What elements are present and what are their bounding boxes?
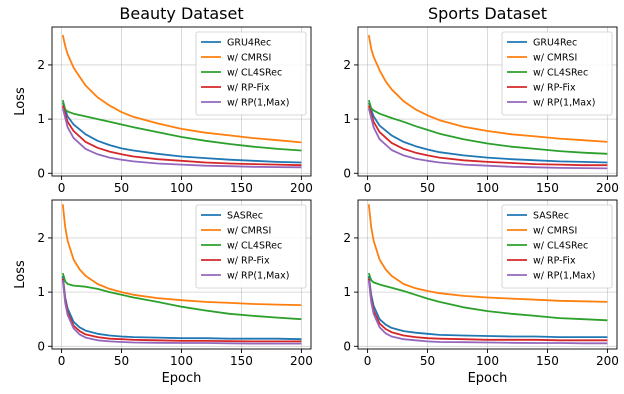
series-line-2: [367, 204, 608, 303]
x-tick-label: 100: [476, 181, 499, 195]
legend-label: SASRec: [227, 211, 263, 222]
legend-label: w/ RP-Fix: [533, 256, 576, 267]
panel-1: 0 50 100 150 200 0 1 2 Beauty Dataset Loss GRU4Rec…: [13, 4, 313, 195]
series-line-1: [367, 102, 608, 164]
y-tick-label: 1: [37, 112, 45, 126]
x-tick-label: 200: [596, 354, 619, 368]
y-tick-label: 0: [343, 166, 351, 180]
series-line-2: [61, 34, 302, 144]
y-tick-label: 1: [37, 285, 45, 299]
legend-label: w/ CMRSI: [533, 226, 577, 237]
legend-label: w/ CMRSI: [533, 53, 577, 64]
legend: SASRec w/ CMRSI w/ CL4SRec w/ RP-Fix w/ RP(1…: [501, 204, 613, 289]
y-tick-label: 2: [37, 58, 45, 72]
y-tick-label: 2: [343, 58, 351, 72]
legend: SASRec w/ CMRSI w/ CL4SRec w/ RP-Fix w/ RP(1…: [195, 204, 307, 289]
series-line-4: [367, 278, 608, 342]
series-line-5: [61, 280, 302, 345]
x-tick-label: 150: [230, 181, 253, 195]
legend-label: GRU4Rec: [227, 38, 271, 49]
y-tick-label: 0: [37, 166, 45, 180]
legend-box: [195, 204, 307, 289]
x-tick-label: 100: [476, 354, 499, 368]
y-tick-label: 0: [37, 339, 45, 353]
series-line-2: [367, 34, 608, 143]
panel-3: 0 50 100 150 200 0 1 2 Loss Epoch SASRec w/ CMRSI w/…: [13, 199, 313, 386]
x-tick-label: 150: [230, 354, 253, 368]
series-line-1: [61, 102, 302, 164]
legend-label: w/ RP-Fix: [227, 256, 270, 267]
legend: GRU4Rec w/ CMRSI w/ CL4SRec w/ RP-Fix w/ RP(…: [501, 31, 613, 116]
x-tick-label: 100: [170, 181, 193, 195]
chart-title: Beauty Dataset: [119, 4, 243, 23]
series-line-4: [367, 105, 608, 167]
series-line-1: [367, 275, 608, 339]
legend-label: w/ RP(1,Max): [227, 98, 289, 109]
chart-title: Sports Dataset: [428, 4, 547, 23]
y-tick-label: 2: [37, 231, 45, 245]
x-tick-label: 0: [58, 181, 66, 195]
x-tick-label: 50: [114, 354, 129, 368]
legend-label: w/ RP-Fix: [533, 83, 576, 94]
x-tick-label: 50: [420, 354, 435, 368]
y-tick-label: 2: [343, 231, 351, 245]
legend-label: w/ RP-Fix: [227, 83, 270, 94]
legend-label: w/ RP(1,Max): [533, 271, 595, 282]
series-line-3: [61, 272, 302, 321]
x-tick-label: 0: [58, 354, 66, 368]
y-axis-label: Loss: [13, 260, 28, 289]
legend-label: w/ RP(1,Max): [227, 271, 289, 282]
legend-label: w/ CL4SRec: [227, 68, 282, 79]
x-tick-label: 100: [170, 354, 193, 368]
x-tick-label: 200: [596, 181, 619, 195]
x-axis-label: Epoch: [468, 371, 508, 386]
x-tick-label: 150: [536, 354, 559, 368]
legend-box: [501, 204, 613, 289]
x-axis-label: Epoch: [162, 371, 202, 386]
legend: GRU4Rec w/ CMRSI w/ CL4SRec w/ RP-Fix w/ RP(…: [195, 31, 307, 116]
x-tick-label: 200: [290, 181, 313, 195]
legend-label: w/ RP(1,Max): [533, 98, 595, 109]
legend-label: w/ CL4SRec: [533, 241, 588, 252]
series-line-2: [61, 204, 302, 306]
x-tick-label: 150: [536, 181, 559, 195]
x-tick-label: 0: [364, 181, 372, 195]
series-line-4: [61, 278, 302, 343]
series-line-5: [61, 108, 302, 169]
legend-box: [501, 31, 613, 116]
x-tick-label: 0: [364, 354, 372, 368]
panel-2: 0 50 100 150 200 0 1 2 Sports Dataset GRU4Rec w/ C…: [343, 4, 619, 195]
series-line-3: [61, 99, 302, 152]
legend-label: w/ CMRSI: [227, 53, 271, 64]
legend-label: GRU4Rec: [533, 38, 577, 49]
series-line-3: [367, 272, 608, 322]
series-line-4: [61, 105, 302, 167]
x-tick-label: 50: [420, 181, 435, 195]
legend-label: SASRec: [533, 211, 569, 222]
y-axis-label: Loss: [13, 87, 28, 116]
x-tick-label: 200: [290, 354, 313, 368]
y-tick-label: 1: [343, 285, 351, 299]
series-line-5: [367, 280, 608, 345]
y-tick-label: 0: [343, 339, 351, 353]
legend-label: w/ CL4SRec: [227, 241, 282, 252]
panel-4: 0 50 100 150 200 0 1 2 Epoch SASRec w/ CMRSI w/ CL4…: [343, 199, 619, 386]
legend-box: [195, 31, 307, 116]
series-line-3: [367, 99, 608, 155]
x-tick-label: 50: [114, 181, 129, 195]
series-line-5: [367, 108, 608, 170]
series-line-1: [61, 275, 302, 341]
legend-label: w/ CMRSI: [227, 226, 271, 237]
legend-label: w/ CL4SRec: [533, 68, 588, 79]
y-tick-label: 1: [343, 112, 351, 126]
